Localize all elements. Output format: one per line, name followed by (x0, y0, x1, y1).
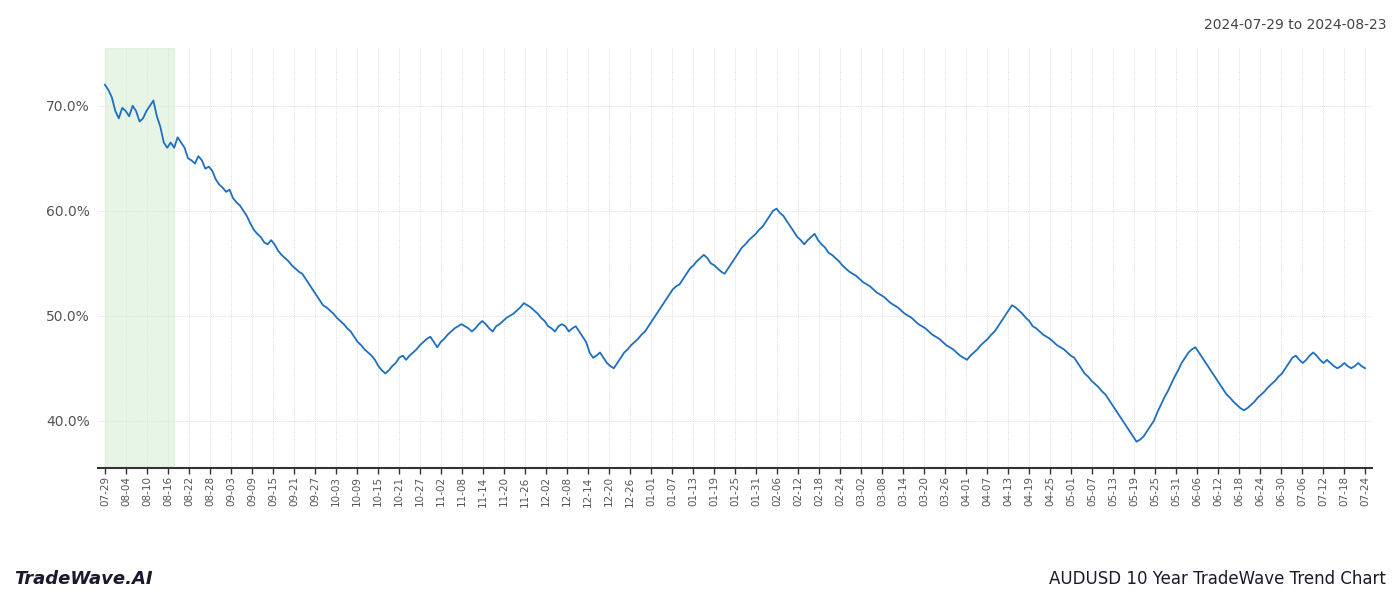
Text: 2024-07-29 to 2024-08-23: 2024-07-29 to 2024-08-23 (1204, 18, 1386, 32)
Text: AUDUSD 10 Year TradeWave Trend Chart: AUDUSD 10 Year TradeWave Trend Chart (1049, 570, 1386, 588)
Bar (105, 48, 174, 468)
Text: TradeWave.AI: TradeWave.AI (14, 570, 153, 588)
